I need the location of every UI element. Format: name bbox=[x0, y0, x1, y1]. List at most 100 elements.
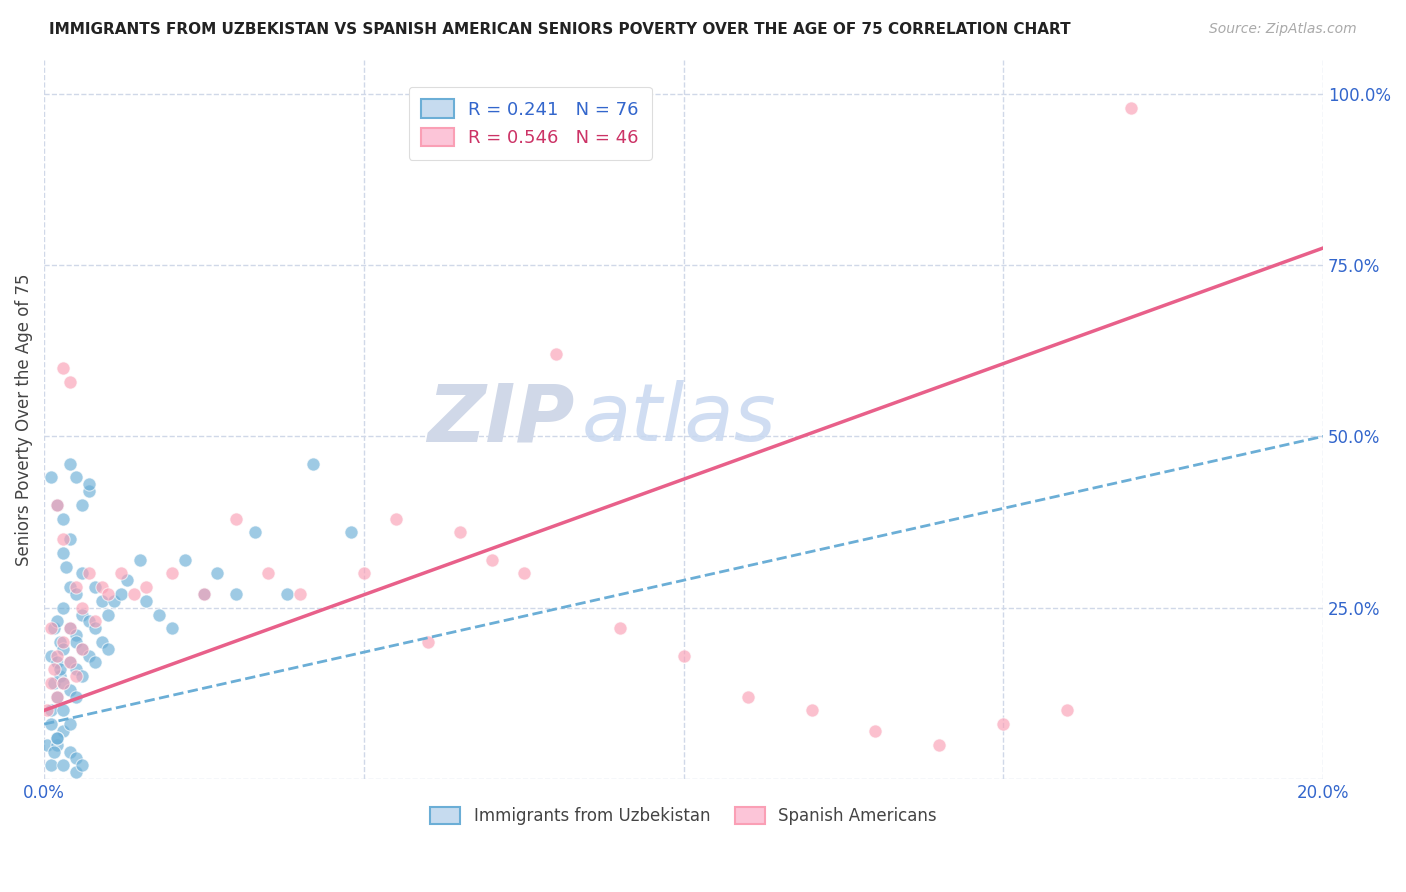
Point bbox=[84, 615, 107, 629]
Point bbox=[77, 648, 100, 663]
Point bbox=[609, 621, 631, 635]
Point bbox=[513, 566, 536, 581]
Point bbox=[449, 525, 471, 540]
Point bbox=[59, 717, 82, 731]
Point bbox=[65, 690, 87, 704]
Point bbox=[193, 587, 215, 601]
Point bbox=[160, 621, 183, 635]
Point bbox=[52, 511, 75, 525]
Point bbox=[65, 470, 87, 484]
Text: IMMIGRANTS FROM UZBEKISTAN VS SPANISH AMERICAN SENIORS POVERTY OVER THE AGE OF 7: IMMIGRANTS FROM UZBEKISTAN VS SPANISH AM… bbox=[49, 22, 1071, 37]
Point bbox=[59, 656, 82, 670]
Point bbox=[865, 723, 887, 738]
Point bbox=[97, 641, 120, 656]
Point bbox=[52, 546, 75, 560]
Point bbox=[49, 635, 72, 649]
Point bbox=[65, 765, 87, 780]
Point bbox=[65, 751, 87, 765]
Point bbox=[59, 580, 82, 594]
Point bbox=[193, 587, 215, 601]
Point bbox=[59, 656, 82, 670]
Point bbox=[928, 738, 950, 752]
Point bbox=[276, 587, 298, 601]
Point bbox=[45, 498, 67, 512]
Point bbox=[72, 600, 94, 615]
Point bbox=[72, 566, 94, 581]
Point bbox=[672, 648, 695, 663]
Point bbox=[544, 347, 567, 361]
Point bbox=[45, 648, 67, 663]
Point bbox=[45, 498, 67, 512]
Point bbox=[45, 738, 67, 752]
Point bbox=[72, 498, 94, 512]
Point bbox=[39, 717, 62, 731]
Point bbox=[103, 594, 125, 608]
Point bbox=[49, 669, 72, 683]
Point bbox=[72, 758, 94, 772]
Point bbox=[42, 676, 65, 690]
Point bbox=[65, 587, 87, 601]
Point bbox=[737, 690, 759, 704]
Point bbox=[65, 580, 87, 594]
Point bbox=[45, 656, 67, 670]
Point bbox=[72, 641, 94, 656]
Point bbox=[42, 662, 65, 676]
Point bbox=[37, 703, 59, 717]
Point bbox=[160, 566, 183, 581]
Point bbox=[257, 566, 280, 581]
Point bbox=[39, 703, 62, 717]
Point bbox=[59, 621, 82, 635]
Point bbox=[65, 662, 87, 676]
Point bbox=[77, 566, 100, 581]
Point bbox=[39, 676, 62, 690]
Point bbox=[65, 669, 87, 683]
Point bbox=[90, 635, 112, 649]
Point bbox=[72, 669, 94, 683]
Point bbox=[77, 484, 100, 499]
Point bbox=[39, 621, 62, 635]
Point bbox=[45, 690, 67, 704]
Point bbox=[52, 641, 75, 656]
Point bbox=[243, 525, 266, 540]
Point bbox=[135, 594, 157, 608]
Point bbox=[52, 360, 75, 375]
Point bbox=[225, 511, 247, 525]
Point bbox=[65, 628, 87, 642]
Legend: Immigrants from Uzbekistan, Spanish Americans: Immigrants from Uzbekistan, Spanish Amer… bbox=[420, 797, 948, 835]
Point bbox=[117, 574, 139, 588]
Point bbox=[59, 621, 82, 635]
Point bbox=[993, 717, 1015, 731]
Point bbox=[59, 375, 82, 389]
Point bbox=[205, 566, 228, 581]
Point bbox=[52, 635, 75, 649]
Point bbox=[122, 587, 145, 601]
Point bbox=[416, 635, 439, 649]
Point bbox=[84, 621, 107, 635]
Point bbox=[39, 648, 62, 663]
Point bbox=[52, 676, 75, 690]
Point bbox=[49, 662, 72, 676]
Point bbox=[135, 580, 157, 594]
Point bbox=[52, 758, 75, 772]
Point bbox=[59, 532, 82, 546]
Point bbox=[301, 457, 323, 471]
Point bbox=[42, 745, 65, 759]
Point bbox=[59, 457, 82, 471]
Point bbox=[59, 745, 82, 759]
Point bbox=[225, 587, 247, 601]
Point bbox=[1056, 703, 1078, 717]
Point bbox=[42, 621, 65, 635]
Point bbox=[97, 587, 120, 601]
Point bbox=[129, 552, 152, 566]
Point bbox=[288, 587, 311, 601]
Point bbox=[385, 511, 408, 525]
Point bbox=[52, 600, 75, 615]
Point bbox=[481, 552, 503, 566]
Text: ZIP: ZIP bbox=[427, 380, 575, 458]
Point bbox=[77, 615, 100, 629]
Text: atlas: atlas bbox=[581, 380, 776, 458]
Text: Source: ZipAtlas.com: Source: ZipAtlas.com bbox=[1209, 22, 1357, 37]
Point bbox=[45, 690, 67, 704]
Point bbox=[340, 525, 363, 540]
Point bbox=[45, 731, 67, 745]
